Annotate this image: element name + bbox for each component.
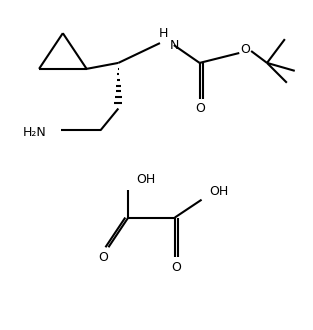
Text: OH: OH <box>209 185 229 198</box>
Text: H: H <box>159 27 169 40</box>
Text: O: O <box>171 261 181 274</box>
Text: OH: OH <box>136 173 156 186</box>
Text: N: N <box>170 39 179 51</box>
Text: O: O <box>240 43 250 55</box>
Text: O: O <box>196 102 206 115</box>
Text: H₂N: H₂N <box>23 126 47 139</box>
Text: O: O <box>99 251 108 264</box>
